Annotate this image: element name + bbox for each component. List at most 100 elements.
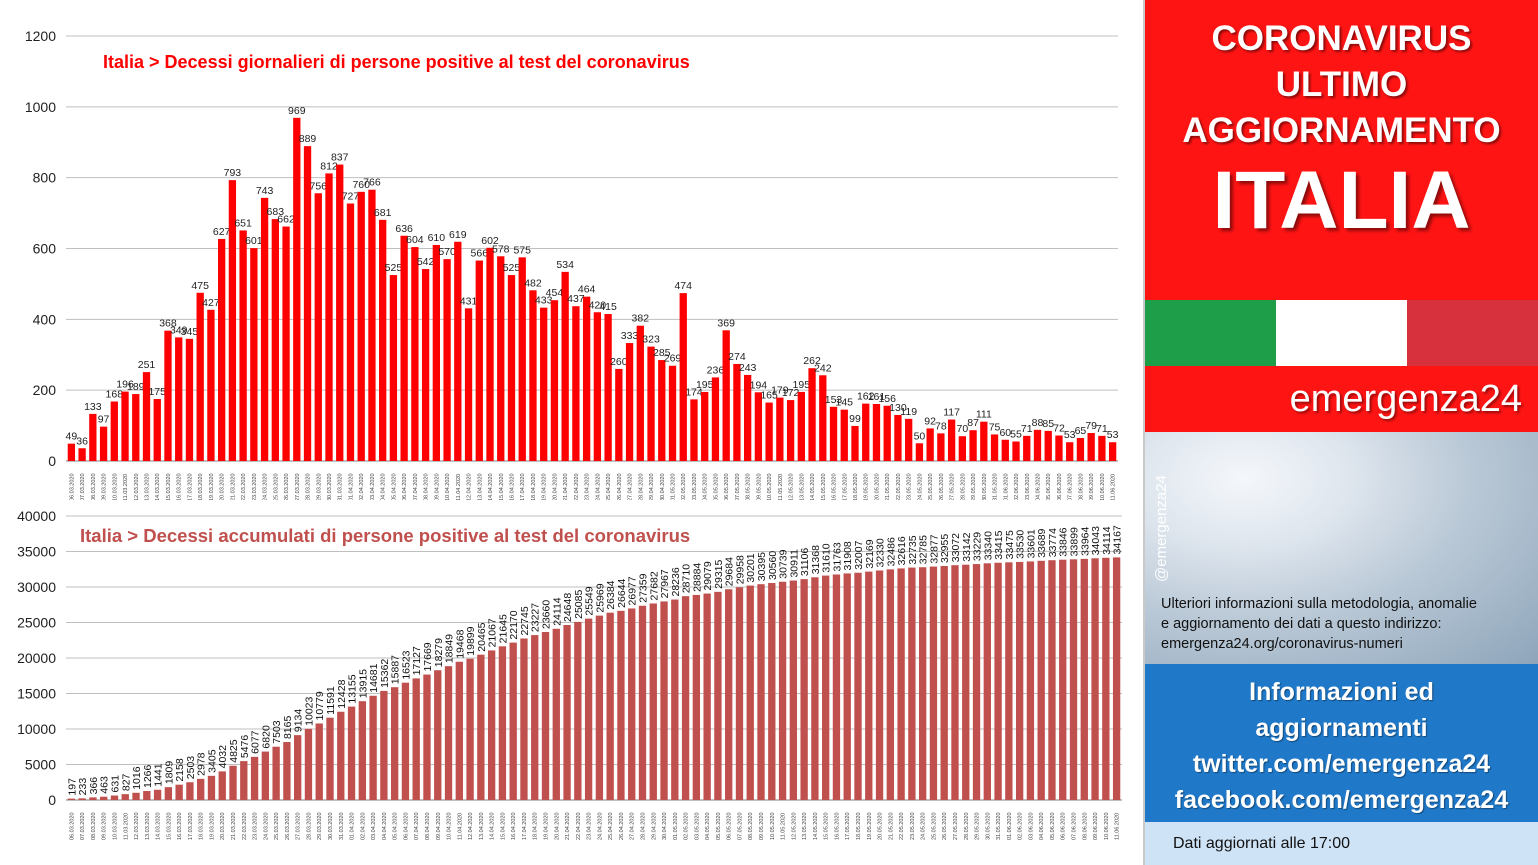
data-label: 33530 — [1015, 530, 1027, 559]
data-label: 437 — [567, 293, 585, 305]
bar — [829, 406, 838, 461]
data-label: 34043 — [1090, 526, 1102, 555]
x-tick-label: 31.03.2020 — [339, 812, 345, 840]
x-tick-label: 25.04.2020 — [606, 473, 612, 500]
data-label: 85 — [1042, 418, 1054, 430]
x-tick-label: 20.03.2020 — [220, 812, 226, 840]
data-label: 482 — [524, 277, 542, 289]
bar — [929, 566, 938, 800]
bar — [142, 372, 151, 461]
bar — [647, 346, 655, 461]
bar — [606, 612, 614, 800]
bar — [121, 391, 129, 461]
bar — [897, 568, 905, 800]
x-tick-label: 12.03.2020 — [134, 812, 140, 840]
bar — [972, 564, 981, 800]
data-label: 368 — [159, 318, 177, 330]
twitter-link[interactable]: twitter.com/emergenza24 — [1192, 750, 1491, 778]
x-tick-label: 23.03.2020 — [253, 812, 259, 840]
bar — [584, 618, 593, 800]
x-tick-label: 22.03.2020 — [242, 812, 248, 840]
headline-panel: CORONAVIRUS ULTIMO AGGIORNAMENTO ITALIA — [1145, 0, 1538, 300]
data-label: 333 — [621, 330, 639, 342]
x-tick-label: 21.03.2020 — [230, 473, 236, 500]
data-label: 71 — [1021, 423, 1033, 435]
x-tick-label: 21.04.2020 — [565, 812, 571, 840]
bar — [78, 448, 86, 461]
data-label: 2158 — [174, 758, 186, 782]
x-tick-label: 23.05.2020 — [910, 812, 916, 840]
bar — [475, 260, 483, 461]
bar — [937, 433, 945, 461]
x-tick-label: 28.03.2020 — [306, 473, 312, 500]
bar — [207, 309, 215, 461]
data-label: 627 — [213, 226, 231, 238]
bar — [1026, 561, 1035, 800]
x-tick-label: 30.03.2020 — [327, 473, 333, 500]
bar — [357, 191, 365, 462]
x-tick-label: 14.05.2020 — [810, 473, 816, 500]
bar — [1059, 559, 1067, 800]
data-label: 454 — [546, 287, 564, 299]
x-tick-label: 29.04.2020 — [651, 812, 657, 840]
x-tick-label: 23.04.2020 — [587, 812, 593, 840]
data-label: 88 — [1032, 417, 1044, 429]
bar — [701, 391, 709, 461]
data-label: 23227 — [530, 603, 542, 632]
x-tick-label: 06.03.2020 — [69, 473, 75, 500]
bar — [100, 796, 108, 800]
data-label: 33229 — [972, 532, 984, 561]
data-label: 133 — [84, 401, 102, 413]
bar — [228, 180, 237, 462]
bar — [412, 678, 420, 800]
chart-title: Italia > Decessi accumulati di persone p… — [80, 525, 690, 546]
data-label: 194 — [750, 379, 768, 391]
x-tick-label: 20.03.2020 — [220, 473, 226, 500]
bar — [390, 687, 399, 800]
data-label: 27682 — [648, 571, 660, 600]
bar — [1076, 437, 1085, 461]
x-tick-label: 03.05.2020 — [692, 473, 698, 500]
bar — [947, 419, 956, 461]
data-label: 21067 — [487, 618, 499, 647]
data-label: 29079 — [702, 561, 714, 590]
methodology-link[interactable]: emergenza24.org/coronavirus-numeri — [1161, 636, 1403, 652]
bar — [638, 605, 647, 800]
x-tick-label: 17.04.2020 — [522, 812, 528, 840]
x-tick-label: 17.04.2020 — [520, 473, 526, 500]
bar — [681, 596, 690, 800]
data-label: 161 — [868, 391, 886, 403]
x-tick-label: 03.04.2020 — [371, 812, 377, 840]
bar — [466, 658, 474, 800]
x-tick-label: 10.03.2020 — [112, 812, 118, 840]
bar — [207, 775, 216, 800]
data-label: 18279 — [433, 638, 445, 667]
bar — [423, 674, 431, 800]
data-label: 604 — [406, 234, 424, 246]
y-tick-label: 20000 — [17, 650, 56, 666]
bar — [358, 701, 366, 800]
data-label: 30911 — [788, 549, 800, 578]
data-label: 162 — [857, 391, 875, 403]
data-label: 33475 — [1004, 530, 1016, 559]
data-label: 285 — [653, 347, 671, 359]
facebook-link[interactable]: facebook.com/emergenza24 — [1174, 786, 1509, 814]
data-label: 33142 — [961, 532, 973, 561]
bar — [1108, 442, 1117, 461]
x-tick-label: 04.06.2020 — [1035, 473, 1041, 500]
x-tick-label: 18.04.2020 — [533, 812, 539, 840]
bar — [711, 377, 720, 461]
bar — [421, 269, 430, 461]
x-tick-label: 21.05.2020 — [888, 812, 894, 840]
data-label: 631 — [109, 775, 121, 793]
bar — [905, 418, 913, 461]
bar — [389, 275, 398, 461]
data-label: 33964 — [1079, 526, 1091, 555]
bar — [464, 308, 473, 461]
data-label: 9134 — [293, 709, 305, 733]
info-panel: Informazioni ed aggiornamenti twitter.co… — [1145, 664, 1538, 822]
data-label: 570 — [438, 246, 456, 258]
data-label: 31368 — [810, 545, 822, 574]
x-tick-label: 26.04.2020 — [617, 473, 623, 500]
x-tick-label: 27.05.2020 — [950, 473, 956, 500]
